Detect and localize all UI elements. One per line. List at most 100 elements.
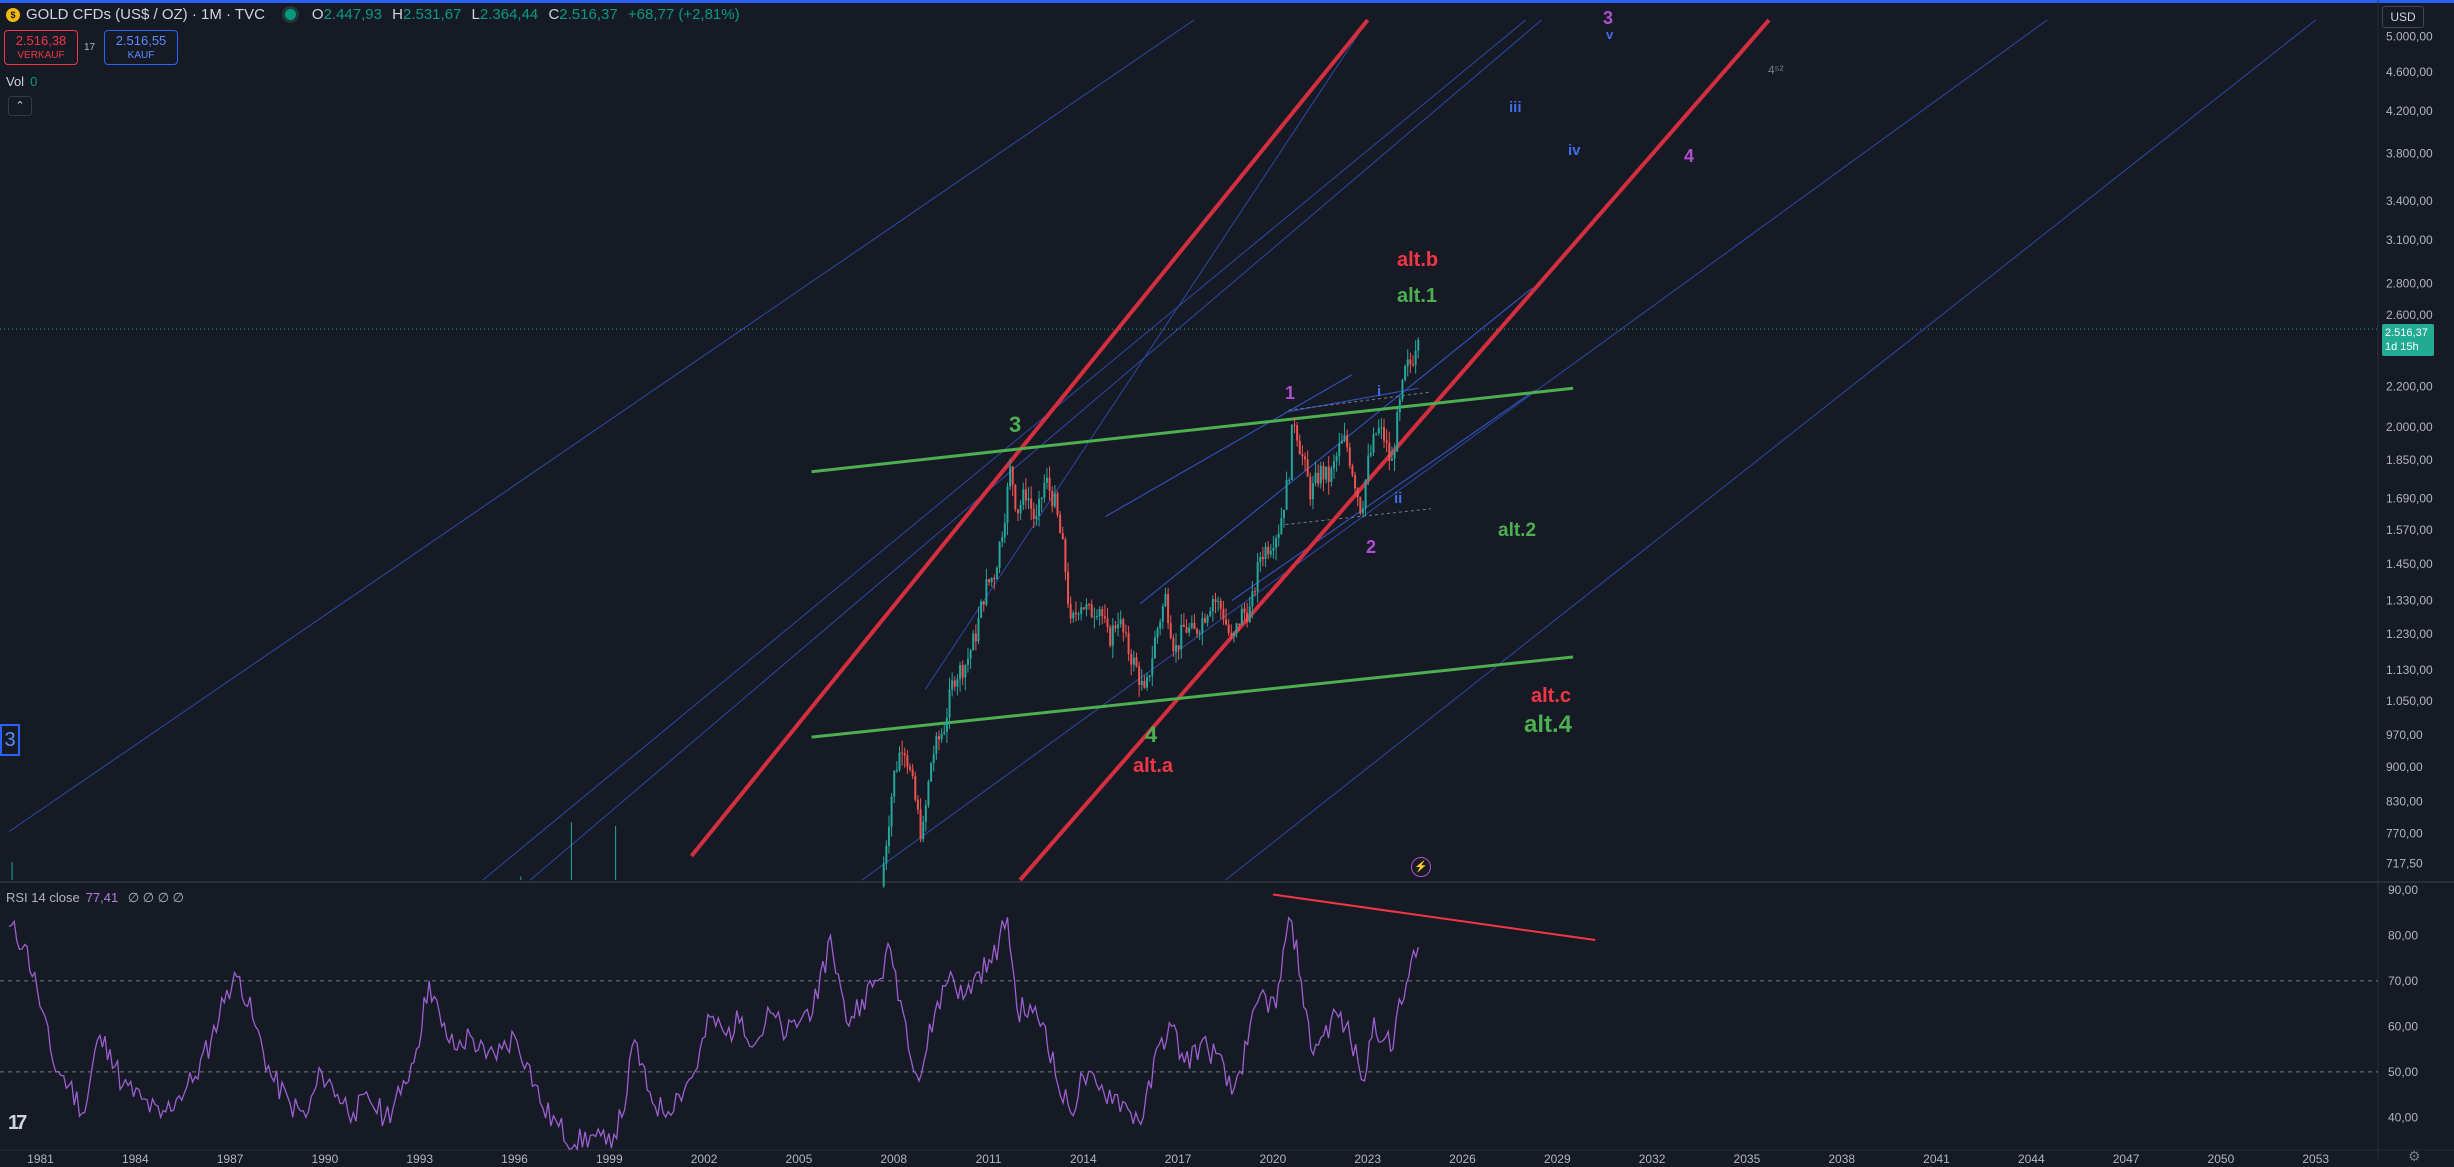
time-tick-label-13: 2020 (1260, 1152, 1287, 1166)
candle-body-125 (1211, 599, 1214, 612)
price-tick-label-2: 4.200,00 (2386, 104, 2433, 118)
tradingview-logo-icon[interactable]: 17 (8, 1112, 27, 1134)
candle-body-191 (1385, 440, 1388, 443)
candle-body-100 (1146, 676, 1149, 688)
price-tick-label-15: 1.330,00 (2386, 594, 2433, 608)
time-tick-label-20: 2041 (1923, 1152, 1950, 1166)
wave-labels: 3 4 1 2 i ii iii iv 3 v 4 4⁵² alt.b alt.… (1009, 8, 1784, 777)
time-axis[interactable]: 1981 1984 1987 1990 1993 1996 1999 2002 2005 2008… (27, 1152, 2329, 1166)
candle-body-198 (1404, 366, 1407, 381)
candle-body-133 (1232, 632, 1235, 637)
candle-body-182 (1361, 508, 1364, 514)
wave-label-4-main: 4 (1145, 722, 1158, 747)
candle-body-25 (948, 689, 951, 718)
red-channel-upper (689, 18, 1370, 858)
blue-channel-line-3 (861, 19, 2048, 881)
candle-body-138 (1246, 612, 1249, 622)
ohlc-values: O2.447,93 H2.531,67 L2.364,44 C2.516,37 … (312, 6, 746, 23)
candle-body-123 (1206, 615, 1209, 623)
candle-body-98 (1140, 680, 1143, 685)
currency-button[interactable]: USD (2382, 6, 2424, 28)
candle-body-13 (916, 799, 919, 810)
candle-body-27 (953, 680, 956, 687)
candle-body-38 (982, 601, 985, 605)
last-price: 2.516,37 (2385, 327, 2428, 339)
candle-body-201 (1411, 364, 1414, 366)
sell-button[interactable]: 2.516,38 VERKAUF (4, 30, 78, 65)
time-tick-label-3: 1990 (312, 1152, 339, 1166)
wave-label-i: i (1377, 383, 1381, 400)
candle-body-178 (1351, 465, 1354, 476)
gear-icon[interactable]: ⚙ (2408, 1148, 2421, 1164)
candle-body-69 (1064, 539, 1067, 572)
symbol-title[interactable]: GOLD CFDs (US$ / OZ) · 1M · TVC (26, 6, 265, 23)
candle-body-63 (1048, 477, 1051, 492)
candle-body-55 (1027, 498, 1030, 501)
alt-1-label: alt.1 (1397, 285, 1437, 307)
candle-body-179 (1354, 475, 1357, 489)
candle-body-176 (1346, 435, 1349, 448)
candle-body-142 (1256, 561, 1259, 592)
time-tick-label-22: 2047 (2113, 1152, 2140, 1166)
candle-body-19 (932, 754, 935, 764)
candle-body-127 (1217, 600, 1220, 602)
green-channel-lower (811, 655, 1574, 739)
rsi-legend[interactable]: RSI 14 close 77,41 ∅ ∅ ∅ ∅ (6, 890, 184, 906)
candle-body-129 (1222, 608, 1225, 620)
candle-body-33 (969, 650, 972, 659)
candle-body-121 (1201, 618, 1204, 634)
collapse-legend-button[interactable]: ⌃ (8, 96, 32, 116)
symbol-header[interactable]: $ GOLD CFDs (US$ / OZ) · 1M · TVC O2.447… (6, 6, 746, 23)
candle-body-116 (1188, 627, 1191, 633)
candle-body-186 (1372, 434, 1375, 453)
candle-body-170 (1330, 468, 1333, 483)
low-value: 2.364,44 (479, 6, 539, 23)
price-tick-label-11: 1.850,00 (2386, 453, 2433, 467)
candle-body-89 (1117, 624, 1120, 629)
candle-body-83 (1101, 609, 1104, 617)
volume-legend[interactable]: Vol 0 (6, 74, 37, 89)
candle-body-172 (1335, 455, 1338, 462)
rsi-value: 77,41 (85, 890, 119, 905)
candle-body-118 (1193, 622, 1196, 630)
candle-body-194 (1393, 451, 1396, 459)
close-value: 2.516,37 (559, 6, 618, 23)
candle-body-6 (898, 752, 901, 770)
candle-body-71 (1069, 603, 1072, 619)
candle-body-52 (1019, 504, 1022, 514)
candle-body-177 (1348, 447, 1351, 466)
price-axis[interactable]: 5.000,00 4.600,00 4.200,00 3.800,00 3.400,00… (2386, 30, 2433, 871)
candle-body-115 (1185, 626, 1188, 633)
candle-body-12 (914, 776, 917, 800)
time-tick-label-9: 2008 (880, 1152, 907, 1166)
candle-body-152 (1282, 509, 1285, 519)
candle-body-2 (887, 826, 890, 846)
buy-price: 2.516,55 (115, 33, 167, 48)
candle-body-117 (1190, 622, 1193, 628)
buy-button[interactable]: 2.516,55 KAUF (104, 30, 178, 65)
time-tick-label-7: 2002 (691, 1152, 718, 1166)
candle-body-0 (882, 863, 885, 887)
candle-body-196 (1398, 399, 1401, 413)
candle-body-122 (1203, 618, 1206, 623)
time-tick-label-8: 2005 (786, 1152, 813, 1166)
candle-body-67 (1059, 514, 1062, 534)
candle-body-202 (1414, 350, 1417, 366)
candle-body-75 (1080, 607, 1083, 614)
candle-body-9 (906, 755, 909, 767)
time-tick-label-11: 2014 (1070, 1152, 1097, 1166)
candle-body-185 (1369, 452, 1372, 456)
candle-body-188 (1377, 427, 1380, 434)
candle-body-110 (1172, 638, 1175, 652)
lightning-icon[interactable]: ⚡ (1411, 857, 1431, 877)
blue-channel-line-4 (1225, 19, 2317, 881)
high-label: H (392, 6, 403, 23)
price-tick-label-20: 900,00 (2386, 760, 2423, 774)
rsi-axis[interactable]: 90,00 80,00 70,00 60,00 50,00 40,00 (2388, 883, 2418, 1124)
candle-body-126 (1214, 599, 1217, 602)
candle-body-28 (956, 679, 959, 687)
candle-body-184 (1367, 455, 1370, 481)
candle-body-90 (1119, 619, 1122, 625)
